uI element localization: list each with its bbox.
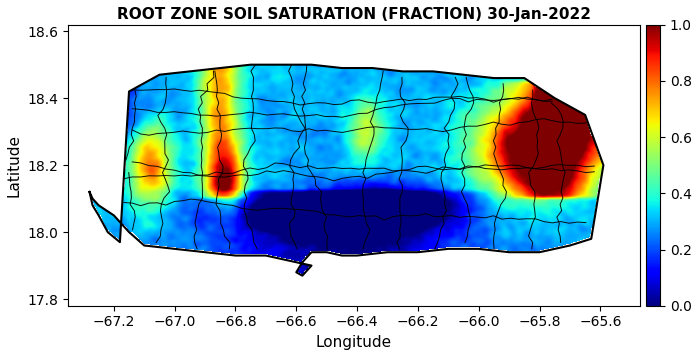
Y-axis label: Latitude: Latitude [7,134,22,197]
X-axis label: Longitude: Longitude [316,335,392,350]
Title: ROOT ZONE SOIL SATURATION (FRACTION) 30-Jan-2022: ROOT ZONE SOIL SATURATION (FRACTION) 30-… [117,7,591,22]
